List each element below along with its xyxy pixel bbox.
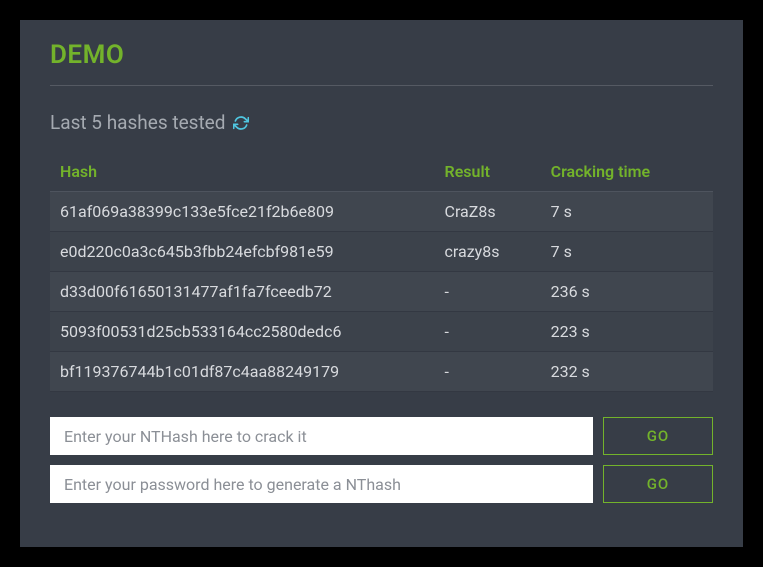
cell-time: 232 s (541, 352, 713, 392)
panel-title: DEMO (50, 40, 713, 86)
cell-hash: d33d00f61650131477af1fa7fceedb72 (50, 272, 435, 312)
generate-nthash-input[interactable] (50, 465, 593, 503)
column-header-time: Cracking time (541, 154, 713, 192)
table-row: e0d220c0a3c645b3fbb24efcbf981e59 crazy8s… (50, 232, 713, 272)
cell-result: - (435, 312, 541, 352)
cell-time: 223 s (541, 312, 713, 352)
subtitle-row: Last 5 hashes tested (50, 111, 713, 134)
cell-hash: e0d220c0a3c645b3fbb24efcbf981e59 (50, 232, 435, 272)
demo-panel: DEMO Last 5 hashes tested Hash Result Cr… (20, 20, 743, 547)
crack-nthash-input[interactable] (50, 417, 593, 455)
cell-hash: 61af069a38399c133e5fce21f2b6e809 (50, 192, 435, 232)
cell-time: 236 s (541, 272, 713, 312)
table-row: 61af069a38399c133e5fce21f2b6e809 CraZ8s … (50, 192, 713, 232)
column-header-hash: Hash (50, 154, 435, 192)
refresh-icon[interactable] (233, 115, 249, 131)
table-row: d33d00f61650131477af1fa7fceedb72 - 236 s (50, 272, 713, 312)
generate-go-button[interactable]: GO (603, 465, 713, 503)
table-header-row: Hash Result Cracking time (50, 154, 713, 192)
crack-input-row: GO (50, 417, 713, 455)
cell-time: 7 s (541, 192, 713, 232)
cell-result: - (435, 272, 541, 312)
crack-go-button[interactable]: GO (603, 417, 713, 455)
cell-result: CraZ8s (435, 192, 541, 232)
cell-hash: bf119376744b1c01df87c4aa88249179 (50, 352, 435, 392)
cell-time: 7 s (541, 232, 713, 272)
column-header-result: Result (435, 154, 541, 192)
table-row: bf119376744b1c01df87c4aa88249179 - 232 s (50, 352, 713, 392)
table-row: 5093f00531d25cb533164cc2580dedc6 - 223 s (50, 312, 713, 352)
generate-input-row: GO (50, 465, 713, 503)
hash-table: Hash Result Cracking time 61af069a38399c… (50, 154, 713, 392)
cell-result: crazy8s (435, 232, 541, 272)
cell-result: - (435, 352, 541, 392)
cell-hash: 5093f00531d25cb533164cc2580dedc6 (50, 312, 435, 352)
subtitle-text: Last 5 hashes tested (50, 111, 225, 134)
